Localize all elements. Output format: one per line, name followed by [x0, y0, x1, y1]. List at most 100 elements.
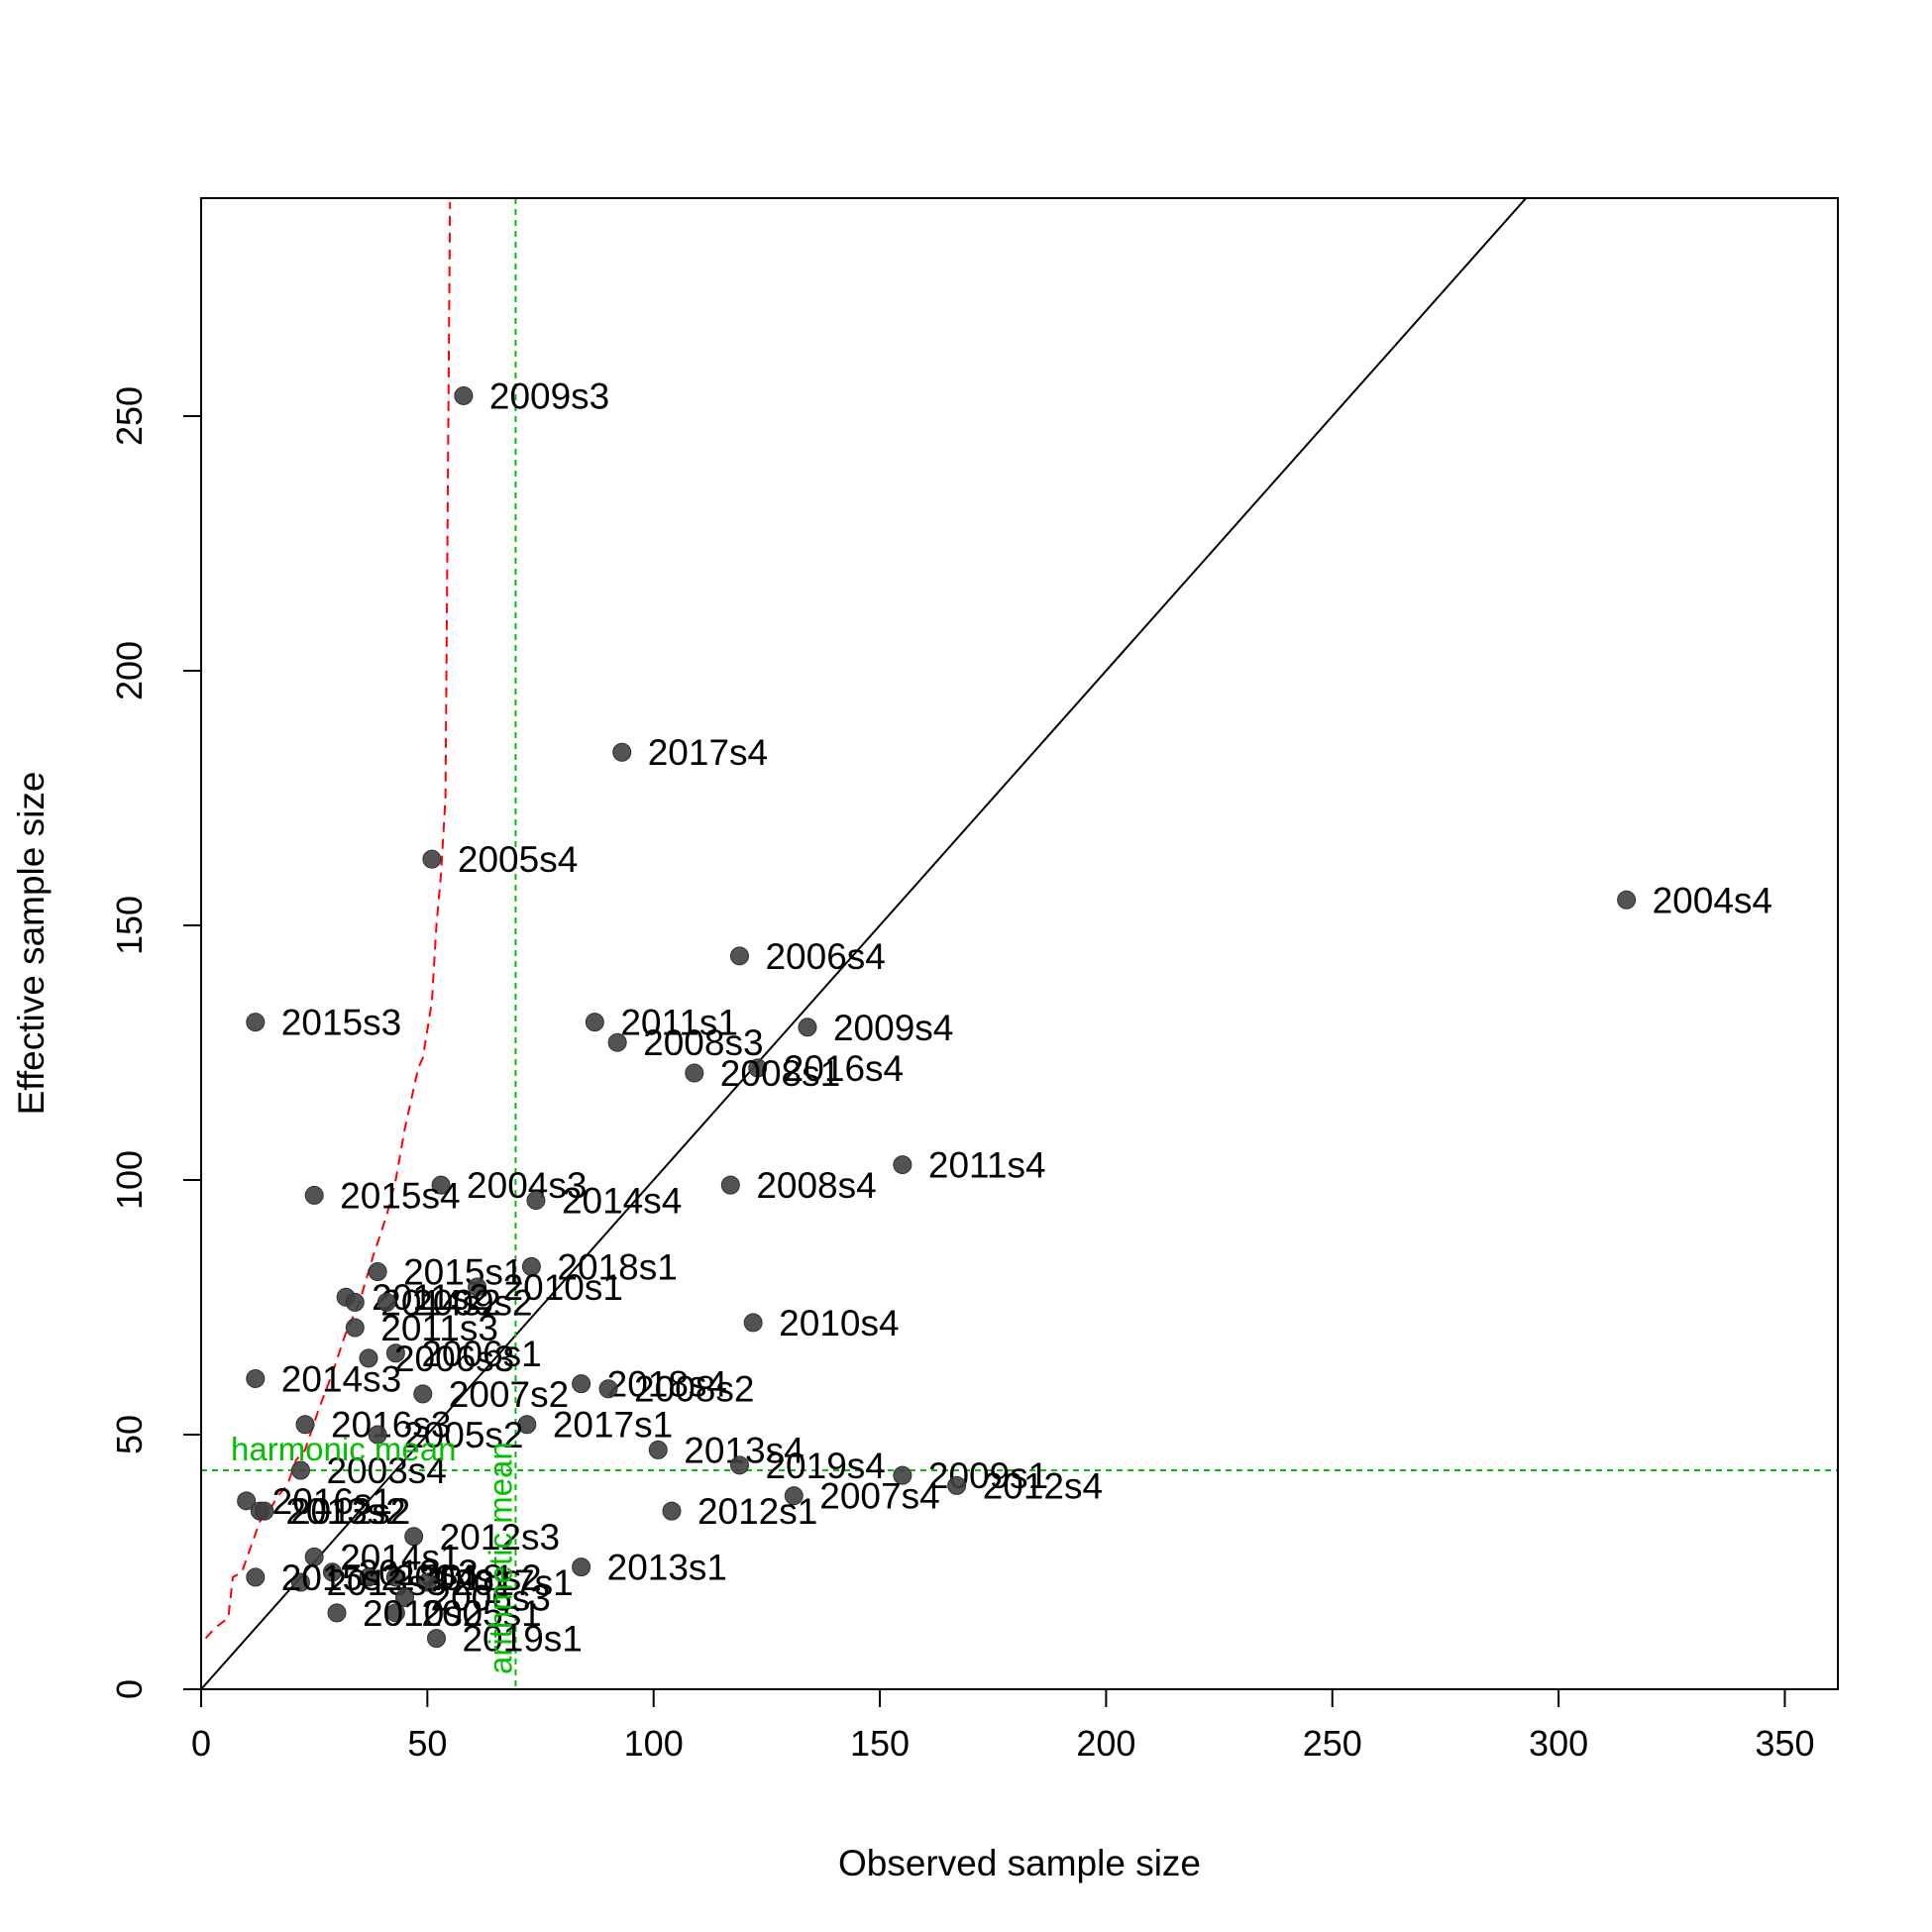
data-point — [322, 1562, 342, 1582]
data-point — [255, 1501, 274, 1521]
point-label: 2007s4 — [819, 1476, 939, 1517]
point-label: 2014s4 — [562, 1181, 682, 1222]
data-point — [431, 1175, 451, 1195]
point-label: 2004s1 — [394, 1557, 514, 1598]
point-label: 2011s3 — [380, 1308, 498, 1348]
point-label: 2015s2 — [281, 1557, 401, 1598]
point-label: 2014s3 — [281, 1358, 401, 1399]
y-tick-label: 0 — [109, 1679, 150, 1699]
x-tick-label: 350 — [1755, 1723, 1814, 1764]
point-label: 2010s1 — [503, 1267, 623, 1308]
data-point — [521, 1256, 541, 1276]
point-label: 2012s3 — [440, 1517, 560, 1557]
data-point — [246, 1567, 266, 1587]
data-point — [612, 742, 632, 762]
point-label: 2005s2 — [403, 1415, 523, 1455]
y-tick-label: 250 — [109, 386, 150, 446]
point-label: 2008s3 — [643, 1022, 763, 1063]
x-axis-title: Observed sample size — [838, 1843, 1201, 1883]
point-label: 2011s4 — [928, 1145, 1046, 1186]
data-point — [720, 1175, 740, 1195]
x-tick-label: 200 — [1076, 1723, 1135, 1764]
data-point — [290, 1460, 310, 1480]
data-point — [359, 1348, 378, 1368]
data-point — [246, 1013, 266, 1032]
data-point — [572, 1374, 591, 1394]
data-point — [784, 1486, 804, 1506]
data-point — [385, 1567, 405, 1587]
data-point — [395, 1587, 415, 1607]
reference-lines-layer — [201, 198, 1838, 1689]
data-point — [413, 1384, 433, 1404]
data-point — [743, 1313, 763, 1333]
x-tick-label: 250 — [1303, 1723, 1362, 1764]
data-point — [345, 1292, 365, 1312]
y-axis-title: Effective sample size — [11, 772, 52, 1116]
point-label: 2017s1 — [553, 1405, 673, 1446]
points-layer: 2009s3 2017s4 2005s4 2004s4 2006s4 2015s3 2011… — [231, 376, 1772, 1674]
point-label: 2009s4 — [833, 1008, 953, 1048]
x-tick-label: 300 — [1529, 1723, 1588, 1764]
y-tick-label: 200 — [109, 641, 150, 700]
data-point — [648, 1440, 668, 1459]
point-label: 2012s4 — [983, 1465, 1103, 1506]
x-tick-label: 0 — [191, 1723, 211, 1764]
data-point — [729, 1455, 749, 1475]
y-tick-label: 50 — [109, 1415, 150, 1454]
data-point — [295, 1415, 315, 1435]
data-point — [572, 1557, 591, 1577]
data-point — [893, 1155, 912, 1175]
data-point — [947, 1475, 967, 1495]
identity-line — [201, 198, 1528, 1689]
data-point — [385, 1343, 405, 1363]
data-point — [304, 1185, 324, 1205]
point-label: 2015s3 — [281, 1003, 401, 1043]
point-label: 2016s4 — [784, 1048, 904, 1089]
data-point — [517, 1415, 537, 1435]
point-label: 2010s4 — [779, 1303, 899, 1343]
data-point — [598, 1379, 618, 1399]
data-point — [290, 1572, 310, 1592]
data-point — [422, 849, 442, 869]
data-point — [404, 1527, 424, 1547]
data-point — [417, 1572, 437, 1592]
point-label: 2011s1 — [620, 1003, 738, 1043]
plot-frame — [200, 197, 1839, 1690]
data-point — [798, 1018, 817, 1037]
data-point — [685, 1063, 704, 1083]
data-point — [893, 1465, 912, 1485]
point-label: 2010s2 — [363, 1593, 483, 1634]
data-point — [1617, 890, 1637, 910]
arithmetic-mean-label: arithmetic mean — [482, 1442, 518, 1674]
point-label: 2005s4 — [458, 839, 578, 880]
point-label: 2012s2 — [290, 1491, 410, 1532]
data-point — [454, 385, 474, 405]
point-label: 2019s3 — [358, 1553, 478, 1593]
y-tick-label: 100 — [109, 1150, 150, 1210]
point-label: 2019s4 — [765, 1446, 885, 1486]
point-label: 2016s1 — [272, 1481, 392, 1522]
point-label: 2006s1 — [421, 1334, 541, 1374]
point-label: 2013s1 — [607, 1548, 727, 1588]
x-tick-label: 100 — [624, 1723, 684, 1764]
point-label: 2005s1 — [421, 1593, 541, 1634]
data-point — [345, 1318, 365, 1338]
point-label: 2009s2 — [412, 1282, 532, 1323]
data-point — [729, 946, 749, 966]
data-point — [607, 1032, 627, 1052]
point-label: 2004s4 — [1653, 880, 1772, 920]
data-point — [585, 1013, 604, 1032]
data-point — [468, 1277, 487, 1297]
data-point — [359, 1567, 378, 1587]
point-label: 2017s4 — [648, 732, 768, 773]
point-label: 2012s1 — [698, 1491, 817, 1532]
point-label: 2018s4 — [607, 1364, 727, 1405]
point-label: 2006s4 — [765, 936, 885, 977]
data-point — [327, 1603, 347, 1623]
point-label: 2015s1 — [403, 1252, 523, 1293]
point-label: 2013s2 — [285, 1491, 405, 1532]
data-point — [385, 1603, 405, 1623]
data-point — [246, 1368, 266, 1388]
harmonic-mean-label: harmonic mean — [231, 1431, 456, 1467]
point-label: 2007s2 — [449, 1374, 569, 1415]
